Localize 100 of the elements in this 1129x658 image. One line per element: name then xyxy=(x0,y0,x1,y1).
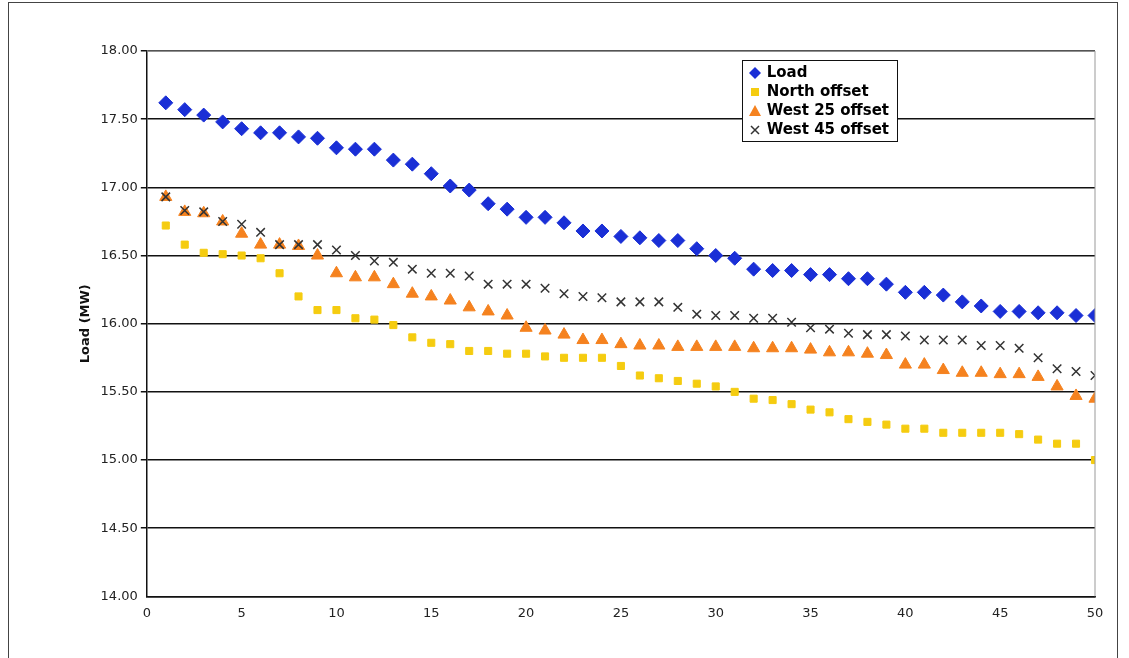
point xyxy=(709,339,723,351)
legend-label: Load xyxy=(766,63,808,82)
point xyxy=(236,219,247,230)
point xyxy=(597,353,606,362)
point xyxy=(347,141,363,157)
point xyxy=(973,298,989,314)
point xyxy=(766,340,780,353)
point xyxy=(577,291,588,302)
point xyxy=(446,340,455,349)
point xyxy=(897,284,913,300)
y-tick-label: 14.00 xyxy=(100,587,138,603)
point xyxy=(879,347,893,360)
point xyxy=(654,374,663,383)
point xyxy=(518,209,534,225)
point xyxy=(878,276,894,292)
point xyxy=(1068,308,1084,324)
point xyxy=(484,346,493,356)
point xyxy=(881,329,892,340)
point xyxy=(388,257,399,268)
point xyxy=(199,248,208,257)
point xyxy=(483,279,494,290)
point xyxy=(824,324,835,335)
point xyxy=(461,182,477,198)
point xyxy=(632,230,648,246)
point xyxy=(408,333,417,342)
point xyxy=(996,428,1005,437)
point xyxy=(859,271,875,287)
point xyxy=(557,327,571,339)
point xyxy=(787,400,796,409)
point xyxy=(689,241,705,257)
point xyxy=(784,263,800,279)
point xyxy=(235,226,249,238)
point xyxy=(708,248,724,264)
point xyxy=(765,263,781,279)
point xyxy=(519,320,533,332)
point xyxy=(803,342,818,354)
point xyxy=(559,353,569,362)
point xyxy=(1069,388,1083,400)
point xyxy=(651,233,667,249)
point xyxy=(369,255,380,266)
x-tick-label: 0 xyxy=(142,604,151,620)
point xyxy=(615,296,626,307)
point xyxy=(464,270,475,281)
point xyxy=(385,152,401,168)
point xyxy=(613,228,629,244)
point xyxy=(596,292,607,303)
point xyxy=(729,310,740,321)
point xyxy=(556,215,572,231)
point xyxy=(328,140,344,156)
point xyxy=(389,321,398,330)
point xyxy=(939,428,948,437)
point xyxy=(768,396,777,405)
point xyxy=(503,349,512,358)
point xyxy=(671,339,685,351)
point xyxy=(730,387,739,396)
point xyxy=(329,265,344,278)
point xyxy=(860,346,874,358)
y-tick-label: 17.50 xyxy=(100,110,138,126)
point xyxy=(351,314,360,323)
point xyxy=(350,250,361,261)
y-tick-label: 16.00 xyxy=(100,315,138,331)
point xyxy=(805,322,816,333)
point xyxy=(785,340,799,353)
point xyxy=(1012,366,1026,379)
y-tick-label: 14.50 xyxy=(100,519,138,535)
point xyxy=(825,408,834,417)
point xyxy=(575,223,591,239)
point xyxy=(916,284,932,300)
point xyxy=(404,156,420,172)
point xyxy=(711,382,720,391)
point xyxy=(253,125,269,141)
x-tick-label: 30 xyxy=(707,604,724,620)
point xyxy=(237,251,246,260)
point xyxy=(366,141,382,157)
point xyxy=(521,279,532,290)
point xyxy=(1031,369,1045,381)
point xyxy=(1015,430,1024,439)
point xyxy=(917,357,931,369)
point xyxy=(1049,305,1065,321)
point xyxy=(993,366,1007,379)
point xyxy=(976,340,987,351)
x-tick-label: 25 xyxy=(612,604,630,620)
point xyxy=(386,276,400,289)
point xyxy=(275,269,284,278)
point xyxy=(901,424,910,433)
point xyxy=(442,178,458,194)
point xyxy=(538,323,552,335)
legend-label: West 45 offset xyxy=(766,120,889,139)
point xyxy=(938,335,949,346)
point xyxy=(540,283,551,294)
legend-label: North offset xyxy=(766,82,869,101)
x-tick-label: 50 xyxy=(1086,604,1104,620)
point xyxy=(310,248,325,260)
point xyxy=(1053,439,1062,448)
point xyxy=(1050,378,1064,391)
point xyxy=(614,336,628,349)
point xyxy=(348,269,362,282)
point xyxy=(653,296,664,307)
point xyxy=(670,233,686,249)
point xyxy=(481,303,495,316)
